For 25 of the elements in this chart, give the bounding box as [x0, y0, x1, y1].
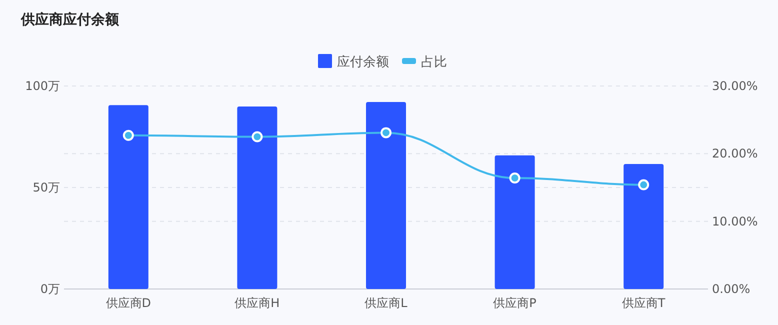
x-tick-label: 供应商H	[234, 296, 280, 310]
bar	[237, 106, 278, 289]
bar	[366, 102, 406, 289]
y2-tick-label: 10.00%	[712, 214, 758, 228]
chart-title: 供应商应付余额	[20, 11, 120, 28]
x-tick-label: 供应商L	[364, 296, 408, 310]
bar	[624, 164, 664, 289]
legend-label: 应付余额	[337, 54, 389, 70]
y-tick-label: 50万	[32, 180, 60, 194]
y-tick-label: 100万	[25, 79, 60, 93]
point	[252, 131, 263, 142]
point	[122, 130, 134, 141]
bar	[494, 155, 535, 289]
x-tick-label: 供应商T	[622, 296, 666, 310]
y2-tick-label: 0.00%	[712, 282, 750, 296]
point	[380, 127, 392, 138]
legend-label: 占比	[421, 55, 447, 70]
y-tick-label: 0万	[40, 282, 60, 296]
bar	[108, 105, 148, 289]
y2-tick-label: 30.00%	[712, 79, 758, 93]
point	[509, 172, 520, 184]
y2-tick-label: 20.00%	[712, 146, 758, 161]
x-tick-label: 供应商D	[106, 296, 152, 310]
point	[638, 179, 650, 190]
x-tick-label: 供应商P	[493, 296, 536, 310]
